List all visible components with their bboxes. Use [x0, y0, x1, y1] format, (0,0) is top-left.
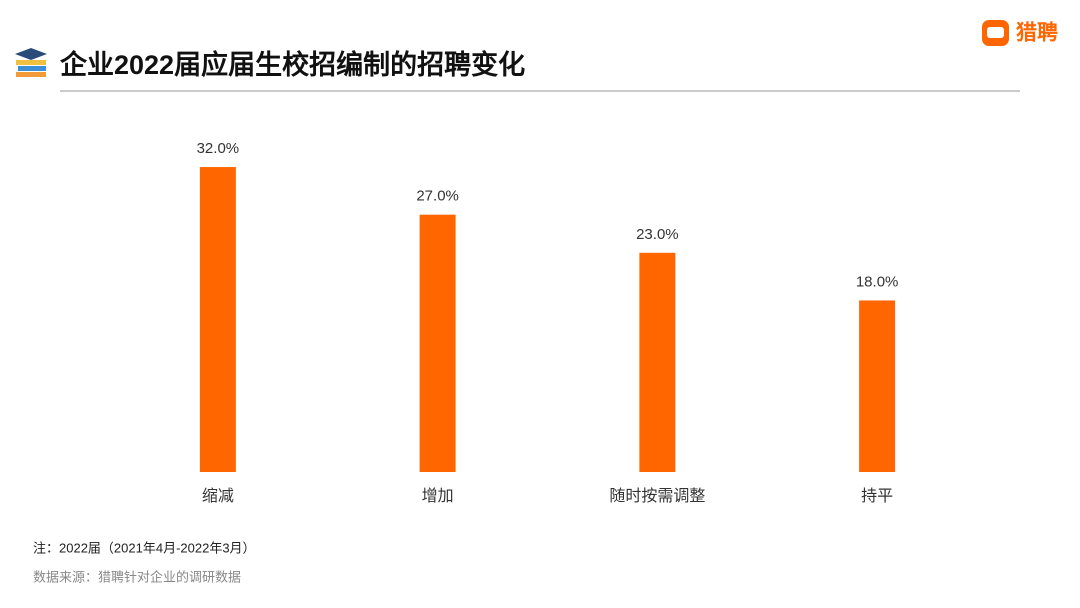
icon-cap — [15, 48, 47, 60]
value-label: 32.0% — [197, 140, 240, 157]
value-label: 18.0% — [856, 273, 899, 290]
bar — [199, 167, 236, 473]
source: 数据来源：猎聘针对企业的调研数据 — [33, 569, 241, 584]
brand-name: 猎聘 — [1016, 22, 1058, 45]
value-label: 23.0% — [636, 226, 679, 243]
icon-book — [16, 60, 46, 65]
bar — [639, 252, 676, 472]
logo — [982, 20, 1009, 46]
note: 注：2022届（2021年4月-2022年3月） — [33, 540, 256, 555]
chart-title: 企业2022届应届生校招编制的招聘变化 — [60, 49, 525, 80]
bar — [859, 300, 896, 472]
icon-book — [18, 66, 46, 71]
logo-icon-inner — [987, 27, 1004, 38]
x-tick-label: 持平 — [861, 487, 893, 505]
title-icon — [15, 48, 47, 77]
x-tick-label: 随时按需调整 — [609, 487, 705, 505]
x-tick-label: 增加 — [422, 487, 454, 505]
icon-book — [16, 72, 46, 77]
x-tick-label: 缩减 — [202, 487, 234, 505]
value-label: 27.0% — [416, 188, 459, 205]
bar — [419, 214, 456, 472]
